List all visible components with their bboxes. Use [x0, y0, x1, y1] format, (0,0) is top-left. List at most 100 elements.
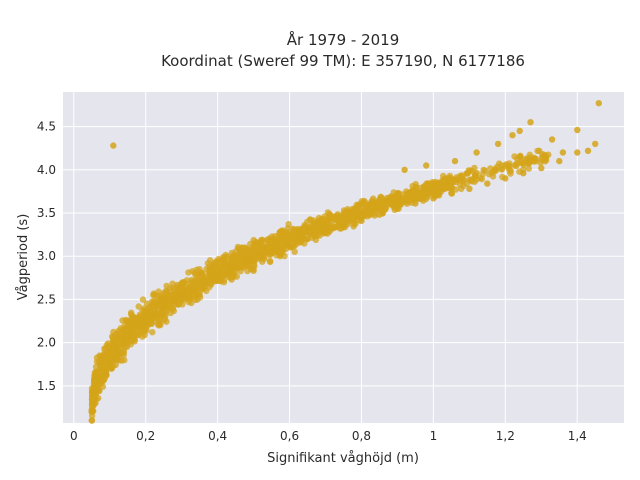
data-point [405, 198, 413, 205]
x-tick-label: 0,8 [352, 429, 371, 443]
data-point [265, 245, 273, 252]
data-point [527, 119, 534, 126]
data-point [556, 157, 563, 165]
data-point [150, 290, 157, 297]
y-tick-labels: 1.5 2.0 2.5 3.0 3.5 4.0 4.5 [37, 120, 56, 393]
data-point [279, 233, 286, 241]
data-point [189, 268, 196, 275]
data-point [315, 227, 323, 234]
x-tick-label: 0,6 [280, 429, 299, 443]
chart-title: År 1979 - 2019 [287, 30, 400, 49]
data-point [110, 142, 117, 149]
data-point [456, 181, 464, 188]
data-point [460, 176, 468, 183]
data-point [574, 149, 581, 156]
data-point [548, 136, 556, 143]
data-point [163, 282, 170, 290]
x-tick-label: 1 [430, 429, 438, 443]
data-point [304, 235, 311, 243]
data-point [276, 229, 283, 236]
data-point [112, 361, 119, 369]
data-point [574, 126, 581, 134]
data-point [89, 394, 97, 401]
x-tick-label: 0,4 [208, 429, 227, 443]
data-point [423, 162, 430, 169]
data-point [340, 223, 347, 230]
data-point [584, 147, 592, 154]
data-point [356, 202, 364, 210]
y-tick-label: 3.5 [37, 206, 56, 220]
data-point [484, 180, 491, 187]
data-point [238, 254, 245, 262]
data-point [113, 335, 120, 342]
data-point [445, 183, 452, 190]
data-point [516, 127, 523, 135]
data-point [169, 285, 177, 292]
y-tick-label: 2.5 [37, 292, 56, 306]
data-point [239, 244, 246, 252]
data-point [155, 322, 162, 329]
data-point [148, 298, 156, 305]
data-point [358, 217, 365, 224]
y-tick-label: 1.5 [37, 379, 56, 393]
data-point [285, 221, 292, 228]
data-point [440, 177, 448, 184]
data-point [505, 165, 512, 172]
data-point [250, 266, 257, 273]
data-point [305, 229, 312, 236]
data-point [170, 307, 177, 315]
data-point [101, 358, 108, 365]
data-point [283, 229, 290, 236]
data-point [426, 189, 433, 196]
data-point [214, 272, 221, 279]
data-point [200, 278, 207, 286]
data-point [171, 296, 178, 303]
data-point [149, 329, 156, 336]
data-point [376, 211, 383, 218]
data-point [257, 253, 264, 260]
data-point [352, 207, 359, 214]
data-point [492, 167, 500, 174]
data-point [183, 277, 191, 284]
data-point [388, 193, 395, 200]
data-point [559, 149, 567, 156]
data-point [135, 323, 142, 331]
data-point [370, 195, 377, 202]
data-point [95, 387, 103, 394]
data-point [193, 275, 200, 283]
data-point [228, 276, 235, 283]
data-point [346, 209, 353, 216]
data-point [433, 181, 441, 189]
data-point [467, 167, 474, 174]
data-point [300, 227, 307, 234]
data-point [466, 185, 473, 192]
data-point [210, 268, 217, 275]
data-point [160, 303, 167, 310]
x-tick-label: 1,4 [568, 429, 587, 443]
data-point [393, 199, 401, 207]
data-point [450, 178, 457, 185]
x-axis-label: Signifikant våghöjd (m) [267, 451, 419, 466]
x-tick-label: 1,2 [496, 429, 515, 443]
data-point [341, 210, 348, 218]
plot-background [63, 92, 624, 423]
data-point [120, 339, 128, 346]
data-point [369, 202, 376, 209]
data-point [161, 315, 169, 322]
data-point [363, 210, 370, 217]
data-point [473, 176, 481, 183]
data-point [195, 286, 202, 293]
data-point [110, 356, 117, 364]
data-point [88, 408, 96, 415]
data-point [123, 317, 131, 324]
y-tick-label: 4.5 [37, 120, 56, 134]
data-point [243, 259, 250, 266]
data-point [394, 205, 401, 212]
y-tick-label: 4.0 [37, 163, 56, 177]
x-tick-label: 0 [70, 429, 78, 443]
data-point [218, 267, 225, 275]
data-point [394, 190, 401, 198]
data-point [534, 147, 541, 155]
data-point [371, 212, 378, 219]
data-point [196, 266, 203, 273]
